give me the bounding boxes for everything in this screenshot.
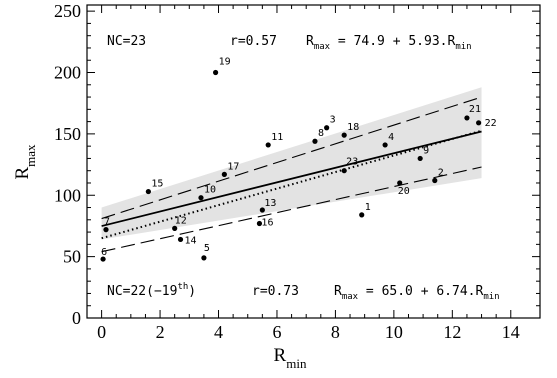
data-point-16 <box>256 220 263 227</box>
y-tick-label: 200 <box>54 63 81 83</box>
x-axis-label: Rmin <box>274 345 307 371</box>
x-tick-label: 8 <box>331 322 340 342</box>
y-axis-label: Rmax <box>12 144 38 180</box>
point-label-11: 11 <box>271 132 283 143</box>
data-point-15 <box>145 188 151 195</box>
point-label-6: 6 <box>101 247 107 258</box>
fit-lines-layer <box>101 96 482 253</box>
x-tick-label: 4 <box>214 322 223 342</box>
confidence-band-layer <box>101 87 482 240</box>
data-point-11 <box>265 142 271 148</box>
x-tick-label: 12 <box>443 322 461 342</box>
data-point-7 <box>103 227 109 233</box>
data-point-6 <box>100 256 106 262</box>
data-point-23 <box>341 168 347 174</box>
point-label-19: 19 <box>219 57 231 68</box>
point-label-2: 2 <box>438 168 444 179</box>
data-point-8 <box>312 138 318 144</box>
data-point-19 <box>212 69 219 76</box>
annotation-r-top: r=0.57 <box>230 34 277 49</box>
data-point-5 <box>201 255 207 261</box>
point-label-21: 21 <box>469 104 481 115</box>
point-label-10: 10 <box>204 185 216 196</box>
y-tick-label: 250 <box>54 1 81 21</box>
data-point-14 <box>177 236 184 243</box>
dashed-line-lower <box>101 166 482 253</box>
point-label-12: 12 <box>175 215 187 226</box>
y-tick-label: 150 <box>54 124 81 144</box>
point-label-5: 5 <box>204 243 210 254</box>
point-label-22: 22 <box>485 118 497 129</box>
x-tick-label: 10 <box>385 322 403 342</box>
dashed-line-upper <box>101 96 482 220</box>
data-point-13 <box>259 207 265 213</box>
data-point-4 <box>382 142 388 148</box>
data-point-1 <box>359 212 365 218</box>
point-label-16: 16 <box>261 217 273 228</box>
data-point-21 <box>464 115 470 121</box>
point-label-7: 7 <box>104 217 110 228</box>
annotation-nc-bottom: NC=22(−19th) <box>107 282 196 299</box>
y-tick-label: 0 <box>72 308 81 328</box>
data-point-17 <box>221 171 227 177</box>
data-point-12 <box>172 225 178 231</box>
plot-frame <box>86 4 541 319</box>
fit-line-all <box>101 130 482 227</box>
x-tick-label: 2 <box>156 322 165 342</box>
data-point-9 <box>417 155 423 162</box>
point-label-4: 4 <box>388 132 394 143</box>
confidence-band <box>101 87 482 240</box>
point-label-23: 23 <box>346 157 358 168</box>
point-label-15: 15 <box>151 179 163 190</box>
data-point-2 <box>432 177 438 184</box>
annotation-r-bottom: r=0.73 <box>252 284 299 299</box>
point-label-1: 1 <box>365 202 371 213</box>
point-label-18: 18 <box>347 122 359 133</box>
x-tick-label: 0 <box>97 322 106 342</box>
y-axis-label-group: Rmax <box>12 144 38 180</box>
data-point-3 <box>324 125 330 131</box>
point-label-14: 14 <box>185 235 197 246</box>
annotation-nc-top: NC=23 <box>107 34 146 49</box>
point-label-20: 20 <box>398 186 410 197</box>
data-point-22 <box>476 120 482 126</box>
point-label-17: 17 <box>227 161 239 172</box>
data-point-18 <box>341 132 347 138</box>
y-tick-label: 100 <box>54 185 81 205</box>
point-label-3: 3 <box>330 115 336 126</box>
x-tick-label: 14 <box>502 322 520 342</box>
annotation-eq-bottom: Rmax = 65.0 + 6.74.Rmin <box>334 284 500 302</box>
x-tick-label: 6 <box>272 322 281 342</box>
annotation-eq-top: Rmax = 74.9 + 5.93.Rmin <box>306 34 472 52</box>
point-label-13: 13 <box>264 198 276 209</box>
data-point-10 <box>198 195 204 201</box>
data-point-20 <box>397 180 403 186</box>
fit-line-excluding-19 <box>101 129 482 240</box>
y-tick-label: 50 <box>63 247 81 267</box>
point-label-9: 9 <box>423 145 429 156</box>
point-label-8: 8 <box>318 128 324 139</box>
